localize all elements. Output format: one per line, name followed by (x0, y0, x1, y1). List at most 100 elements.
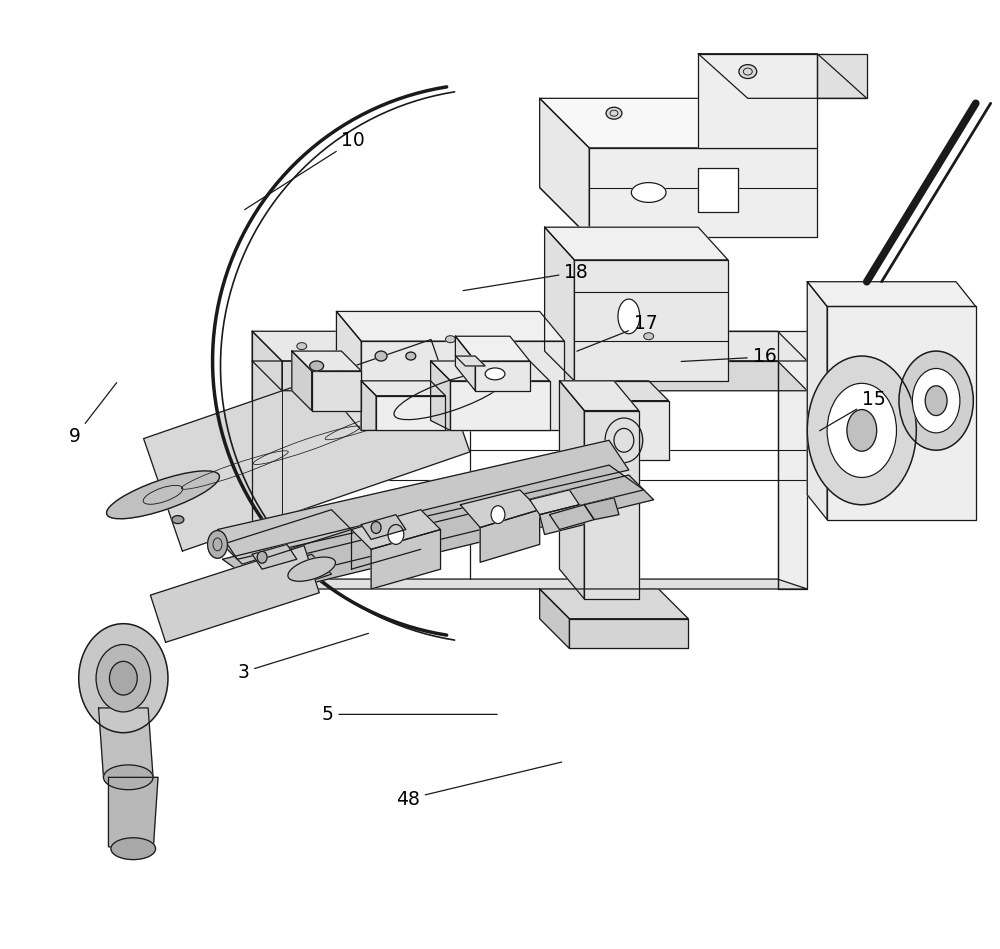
Polygon shape (361, 514, 406, 539)
Ellipse shape (79, 623, 168, 733)
Polygon shape (475, 361, 530, 391)
Polygon shape (455, 336, 475, 391)
Polygon shape (574, 381, 669, 400)
Ellipse shape (375, 351, 387, 361)
Polygon shape (178, 554, 331, 619)
Polygon shape (470, 331, 807, 589)
Ellipse shape (491, 506, 505, 524)
Polygon shape (455, 336, 530, 361)
Polygon shape (540, 589, 569, 648)
Polygon shape (252, 579, 807, 589)
Polygon shape (698, 54, 817, 148)
Polygon shape (361, 381, 445, 396)
Polygon shape (540, 99, 589, 237)
Ellipse shape (912, 368, 960, 433)
Polygon shape (242, 475, 654, 594)
Polygon shape (807, 282, 827, 520)
Ellipse shape (104, 765, 153, 790)
Ellipse shape (445, 336, 455, 343)
Polygon shape (550, 505, 594, 530)
Text: 10: 10 (245, 131, 365, 210)
Ellipse shape (394, 372, 507, 419)
Polygon shape (431, 361, 550, 381)
Ellipse shape (310, 361, 324, 371)
Ellipse shape (631, 182, 666, 202)
Polygon shape (99, 708, 153, 777)
Polygon shape (376, 396, 445, 431)
Ellipse shape (899, 351, 973, 450)
Polygon shape (361, 381, 376, 431)
Polygon shape (584, 498, 619, 520)
Polygon shape (336, 311, 361, 431)
Polygon shape (574, 260, 728, 381)
Ellipse shape (111, 838, 156, 860)
Ellipse shape (827, 383, 896, 477)
Ellipse shape (406, 352, 416, 360)
Polygon shape (218, 440, 629, 559)
Ellipse shape (172, 515, 184, 524)
Polygon shape (455, 356, 485, 366)
Polygon shape (540, 99, 817, 148)
Polygon shape (827, 307, 976, 520)
Polygon shape (698, 168, 738, 213)
Ellipse shape (605, 418, 643, 462)
Polygon shape (450, 381, 550, 431)
Ellipse shape (606, 107, 622, 120)
Text: 16: 16 (681, 347, 777, 366)
Polygon shape (817, 54, 867, 99)
Polygon shape (312, 371, 361, 411)
Polygon shape (594, 400, 669, 460)
Polygon shape (222, 510, 351, 565)
Polygon shape (574, 381, 594, 460)
Polygon shape (150, 546, 319, 642)
Text: 17: 17 (577, 314, 658, 351)
Polygon shape (351, 510, 441, 549)
Polygon shape (371, 530, 441, 589)
Polygon shape (589, 148, 817, 237)
Polygon shape (540, 589, 688, 619)
Text: 48: 48 (396, 762, 562, 809)
Ellipse shape (371, 522, 381, 533)
Polygon shape (252, 545, 297, 569)
Polygon shape (545, 227, 574, 381)
Polygon shape (559, 381, 639, 411)
Ellipse shape (807, 356, 916, 505)
Polygon shape (108, 777, 158, 851)
Ellipse shape (297, 343, 307, 349)
Polygon shape (292, 351, 312, 411)
Text: 3: 3 (237, 633, 368, 681)
Polygon shape (252, 331, 807, 361)
Polygon shape (480, 510, 540, 562)
Text: 15: 15 (820, 390, 886, 431)
Ellipse shape (485, 368, 505, 380)
Polygon shape (559, 381, 584, 599)
Text: 9: 9 (69, 382, 117, 446)
Ellipse shape (109, 661, 137, 695)
Ellipse shape (257, 551, 267, 563)
Ellipse shape (618, 299, 640, 334)
Polygon shape (144, 340, 470, 551)
Ellipse shape (388, 525, 404, 545)
Ellipse shape (107, 471, 219, 519)
Polygon shape (698, 54, 867, 99)
Polygon shape (361, 342, 564, 431)
Polygon shape (292, 351, 361, 371)
Polygon shape (807, 282, 976, 307)
Polygon shape (252, 331, 282, 589)
Ellipse shape (847, 410, 877, 451)
Ellipse shape (644, 333, 654, 340)
Polygon shape (460, 490, 540, 528)
Text: 5: 5 (322, 705, 497, 724)
Polygon shape (336, 311, 564, 342)
Ellipse shape (208, 530, 227, 558)
Ellipse shape (925, 386, 947, 416)
Polygon shape (222, 465, 644, 584)
Polygon shape (540, 505, 584, 534)
Polygon shape (584, 411, 639, 599)
Ellipse shape (288, 557, 335, 582)
Polygon shape (530, 490, 579, 514)
Polygon shape (252, 361, 807, 391)
Polygon shape (545, 227, 728, 260)
Polygon shape (431, 361, 450, 431)
Polygon shape (569, 619, 688, 648)
